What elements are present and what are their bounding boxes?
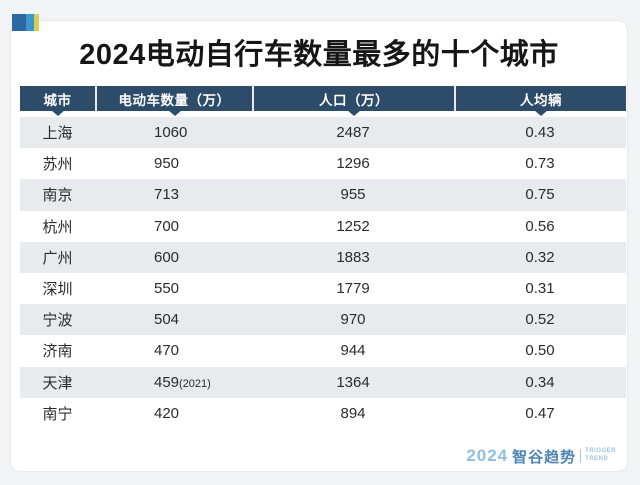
cell-ebike-count-value: 600 <box>154 248 180 266</box>
cell-population: 1779 <box>336 280 370 298</box>
table-header-row: 城市 电动车数量（万） 人口（万） 人均辆 <box>20 86 626 116</box>
brand-corner-icon-light-blue <box>26 14 34 31</box>
cell-per-capita: 0.50 <box>525 342 555 360</box>
logo-english-name: TRIGGER TREND <box>585 448 616 464</box>
cell-per-capita: 0.52 <box>525 311 555 329</box>
header-notch-icon <box>347 110 361 116</box>
logo-brand-name: 智谷趋势 <box>512 448 577 466</box>
header-notch-icon <box>50 110 65 116</box>
header-notch-icon <box>167 110 182 116</box>
column-header-city-label: 城市 <box>43 92 72 108</box>
cell-ebike-count-value: 420 <box>154 404 180 422</box>
cell-ebike-count-value: 459 <box>154 373 180 391</box>
column-header-population-label: 人口（万） <box>319 92 389 108</box>
cell-per-capita: 0.31 <box>525 280 555 298</box>
logo-english-line1: TRIGGER <box>585 448 616 455</box>
cell-ebike-count: 1060 <box>95 124 252 141</box>
table-row: 深圳 550 1779 0.31 <box>20 272 626 305</box>
infographic-card: 2024电动自行车数量最多的十个城市 城市 电动车数量（万） 人口（万） 人均辆… <box>10 20 628 472</box>
cell-city: 南京 <box>42 187 73 205</box>
cell-population: 955 <box>340 186 366 204</box>
column-header-ebike-count: 电动车数量（万） <box>95 86 252 116</box>
table-row: 天津 459(2021) 1364 0.34 <box>20 366 626 398</box>
cell-ebike-count: 459(2021) <box>95 374 252 391</box>
cell-ebike-count: 550 <box>95 280 252 297</box>
cell-population: 1364 <box>336 373 370 391</box>
cell-ebike-count-value: 550 <box>154 280 180 298</box>
column-header-per-capita-label: 人均辆 <box>520 92 562 108</box>
cell-population: 970 <box>340 311 366 329</box>
cell-ebike-count: 504 <box>95 311 252 328</box>
cell-ebike-count-value: 713 <box>154 186 180 204</box>
cell-city: 苏州 <box>42 156 73 174</box>
cell-per-capita: 0.32 <box>525 248 555 266</box>
cell-city: 杭州 <box>42 218 73 236</box>
cell-ebike-count-note: (2021) <box>179 377 211 390</box>
cell-ebike-count-value: 700 <box>154 217 180 235</box>
table-row: 上海 1060 2487 0.43 <box>20 117 626 149</box>
cell-per-capita: 0.47 <box>525 404 555 422</box>
cell-city: 济南 <box>42 343 73 361</box>
cell-population: 894 <box>340 404 366 422</box>
cell-population: 1252 <box>336 217 370 235</box>
table-row: 杭州 700 1252 0.56 <box>20 210 626 242</box>
header-notch-icon <box>534 110 548 116</box>
cell-population: 1883 <box>336 248 370 266</box>
publisher-logo: 2024 智谷趋势 TRIGGER TREND <box>466 446 616 466</box>
table-body: 上海 1060 2487 0.43 苏州 950 1296 0.73 南京 71… <box>20 117 626 429</box>
table-row: 南京 713 955 0.75 <box>20 179 626 211</box>
cell-per-capita: 0.43 <box>525 124 555 142</box>
cell-ebike-count: 470 <box>95 342 252 359</box>
brand-corner-icon-dark-blue <box>12 14 26 31</box>
brand-corner-icon-yellow <box>34 14 39 31</box>
cell-ebike-count-value: 504 <box>154 311 180 329</box>
cell-population: 944 <box>340 342 366 360</box>
column-header-city: 城市 <box>20 86 95 116</box>
table-row: 南宁 420 894 0.47 <box>20 397 626 429</box>
cell-ebike-count: 600 <box>95 249 252 266</box>
cell-per-capita: 0.56 <box>525 217 555 235</box>
table-row: 广州 600 1883 0.32 <box>20 241 626 273</box>
cell-ebike-count-value: 1060 <box>154 124 188 142</box>
cell-ebike-count: 950 <box>95 155 252 172</box>
cell-ebike-count-value: 470 <box>154 342 180 360</box>
cell-per-capita: 0.34 <box>525 373 555 391</box>
cell-ebike-count: 713 <box>95 186 252 203</box>
column-header-ebike-count-label: 电动车数量（万） <box>118 92 231 108</box>
cell-per-capita: 0.75 <box>525 186 555 204</box>
cell-ebike-count: 420 <box>95 405 252 422</box>
cell-ebike-count: 700 <box>95 218 252 235</box>
logo-divider <box>580 449 582 463</box>
logo-year: 2024 <box>466 446 509 465</box>
cell-city: 天津 <box>42 374 73 392</box>
cell-population: 1296 <box>336 155 370 173</box>
column-header-population: 人口（万） <box>252 86 454 116</box>
cell-city: 宁波 <box>42 312 73 330</box>
table-row: 济南 470 944 0.50 <box>20 335 626 367</box>
cell-city: 南宁 <box>42 405 73 423</box>
table-row: 宁波 504 970 0.52 <box>20 304 626 336</box>
cell-per-capita: 0.73 <box>525 155 555 173</box>
cell-population: 2487 <box>336 124 370 142</box>
cell-city: 深圳 <box>42 281 73 299</box>
cell-ebike-count-value: 950 <box>154 155 180 173</box>
cell-city: 广州 <box>42 249 73 267</box>
page-title: 2024电动自行车数量最多的十个城市 <box>79 39 559 71</box>
column-header-per-capita: 人均辆 <box>454 86 626 116</box>
brand-corner-icon <box>12 14 39 31</box>
logo-english-line2: TREND <box>585 456 609 462</box>
table-row: 苏州 950 1296 0.73 <box>20 148 626 180</box>
cell-city: 上海 <box>42 125 73 143</box>
